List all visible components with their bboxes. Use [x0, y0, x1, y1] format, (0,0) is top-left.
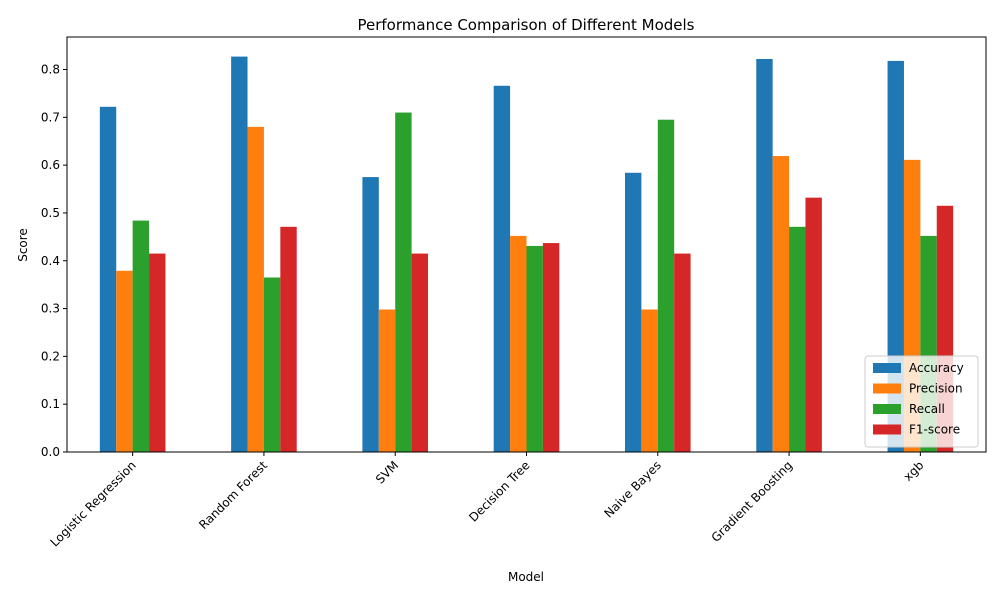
x-axis-ticks: Logistic Regression Random Forest SVM Decis… — [47, 452, 926, 550]
bar-naive-bayes-accuracy — [624, 172, 642, 452]
plot-frame — [66, 36, 987, 453]
x-tick-label-naive-bayes: Naive Bayes — [601, 458, 663, 520]
x-tick-label-xgb: xgb — [901, 458, 927, 484]
y-tick-label: 0.7 — [41, 110, 60, 124]
legend: Accuracy Precision Recall F1-score — [864, 355, 979, 448]
bar-xgb-accuracy — [887, 60, 904, 452]
bar-naive-bayes-precision — [641, 309, 658, 452]
legend-swatch-recall — [873, 404, 901, 414]
x-tick-label-decision-tree: Decision Tree — [466, 458, 532, 524]
y-tick-label: 0.2 — [41, 349, 60, 363]
bar-svm-accuracy — [362, 177, 379, 452]
bar-gradient-boosting-f1-score — [805, 197, 822, 452]
bar-naive-bayes-f1-score — [674, 253, 691, 452]
x-tick-label-gradient-boosting: Gradient Boosting — [709, 458, 796, 545]
bars-group — [99, 56, 954, 453]
bar-random-forest-f1-score — [280, 226, 297, 452]
x-tick-label-random-forest: Random Forest — [196, 458, 270, 532]
y-tick-label: 0.3 — [41, 302, 60, 316]
y-tick-label: 0.4 — [41, 254, 60, 268]
y-tick-label: 0.5 — [41, 206, 60, 220]
legend-label-accuracy: Accuracy — [909, 361, 964, 375]
x-axis-label: Model — [508, 570, 544, 584]
y-tick-label: 0.8 — [41, 63, 60, 77]
bar-naive-bayes-recall — [657, 119, 675, 453]
y-axis-label: Score — [16, 228, 30, 262]
bar-decision-tree-accuracy — [493, 85, 511, 453]
legend-swatch-accuracy — [873, 363, 901, 373]
y-tick-label: 0.0 — [41, 445, 60, 459]
bar-random-forest-precision — [247, 126, 264, 452]
legend-label-f1-score: F1-score — [909, 423, 960, 437]
bar-random-forest-accuracy — [231, 56, 248, 452]
legend-label-precision: Precision — [909, 382, 963, 396]
bar-gradient-boosting-recall — [789, 226, 806, 452]
bar-svm-precision — [378, 309, 396, 452]
legend-swatch-f1-score — [873, 424, 901, 435]
bar-svm-recall — [395, 112, 412, 452]
legend-label-recall: Recall — [909, 402, 945, 416]
bar-logistic-regression-f1-score — [149, 253, 166, 452]
bar-svm-f1-score — [411, 253, 429, 452]
x-tick-label-logistic-regression: Logistic Regression — [47, 458, 138, 549]
bar-logistic-regression-recall — [132, 220, 150, 452]
legend-box — [864, 355, 979, 448]
bar-decision-tree-f1-score — [542, 243, 560, 452]
bar-logistic-regression-precision — [116, 270, 133, 452]
bar-logistic-regression-accuracy — [99, 106, 117, 453]
bar-random-forest-recall — [263, 277, 281, 452]
y-tick-label: 0.6 — [41, 158, 60, 172]
legend-swatch-precision — [873, 383, 901, 394]
bar-gradient-boosting-accuracy — [756, 58, 773, 453]
bar-decision-tree-precision — [510, 235, 527, 452]
bar-gradient-boosting-precision — [772, 156, 790, 453]
chart-title: Performance Comparison of Different Mode… — [358, 16, 695, 34]
y-tick-label: 0.1 — [41, 397, 60, 411]
y-axis-ticks: 0.0 0.1 0.2 0.3 0.4 0.5 0.6 0.7 0.8 — [41, 63, 67, 459]
bar-decision-tree-recall — [526, 245, 543, 452]
x-tick-label-svm: SVM — [373, 458, 401, 486]
